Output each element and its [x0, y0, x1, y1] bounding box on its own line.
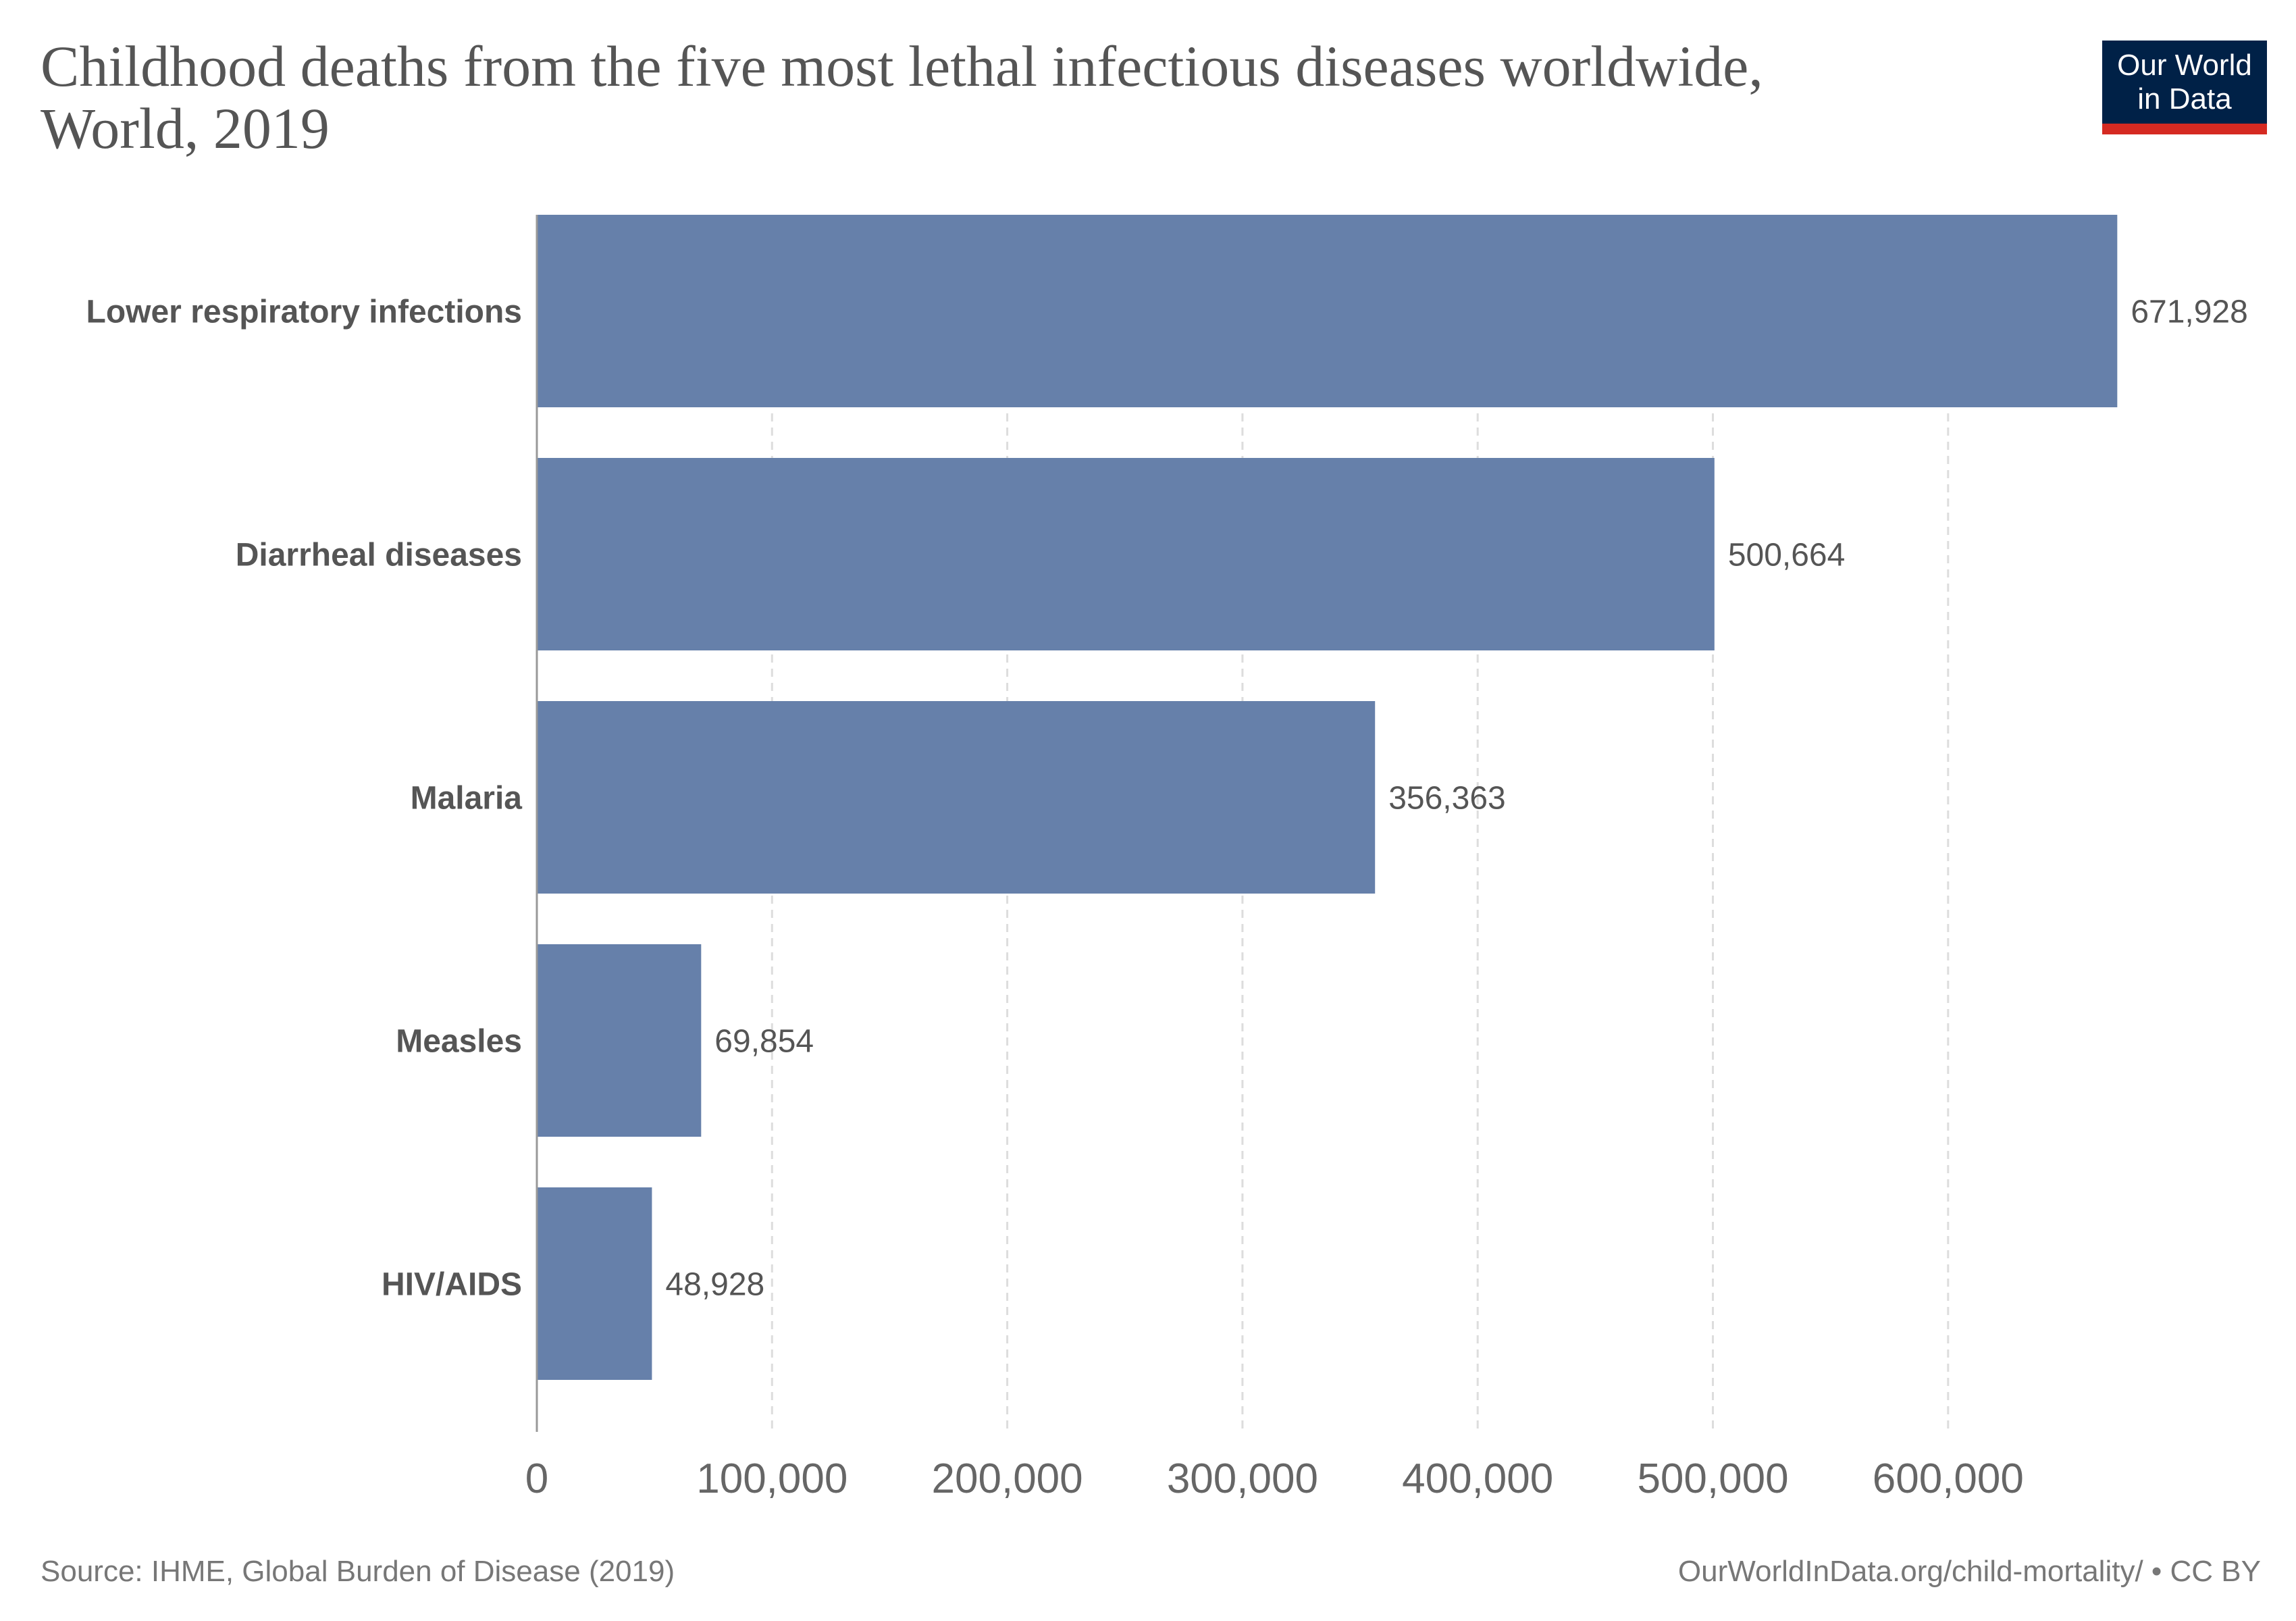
chart-title: Childhood deaths from the five most leth…: [41, 35, 1999, 159]
category-label: Measles: [396, 1024, 522, 1060]
credit-link[interactable]: OurWorldInData.org/child-mortality/ • CC…: [1677, 1555, 2261, 1588]
value-label: 671,928: [2131, 294, 2248, 330]
x-tick-label: 500,000: [1637, 1456, 1788, 1502]
x-tick-label: 100,000: [696, 1456, 847, 1502]
owid-logo[interactable]: Our World in Data: [2102, 41, 2267, 134]
category-label: HIV/AIDS: [382, 1267, 522, 1303]
value-label: 356,363: [1388, 781, 1506, 817]
value-label: 48,928: [665, 1267, 764, 1303]
logo-stripe: [2102, 124, 2267, 134]
title-line-2: World, 2019: [41, 96, 330, 161]
logo-line-2: in Data: [2137, 82, 2232, 115]
value-label: 500,664: [1728, 538, 1846, 573]
category-label: Malaria: [411, 781, 523, 817]
bar: [537, 701, 1376, 894]
source-note: Source: IHME, Global Burden of Disease (…: [41, 1555, 675, 1588]
category-label: Lower respiratory infections: [86, 294, 523, 330]
category-label: Diarrheal diseases: [236, 538, 522, 573]
x-tick-label: 300,000: [1167, 1456, 1318, 1502]
bar: [537, 1187, 652, 1380]
x-tick-label: 600,000: [1873, 1456, 2024, 1502]
x-tick-label: 200,000: [932, 1456, 1083, 1502]
bar: [537, 458, 1715, 650]
x-tick-label: 400,000: [1402, 1456, 1553, 1502]
bar: [537, 944, 702, 1137]
title-line-1: Childhood deaths from the five most leth…: [41, 34, 1763, 99]
bar: [537, 215, 2118, 407]
value-label: 69,854: [714, 1024, 814, 1060]
x-tick-label: 0: [525, 1456, 548, 1502]
logo-line-1: Our World: [2117, 49, 2252, 82]
